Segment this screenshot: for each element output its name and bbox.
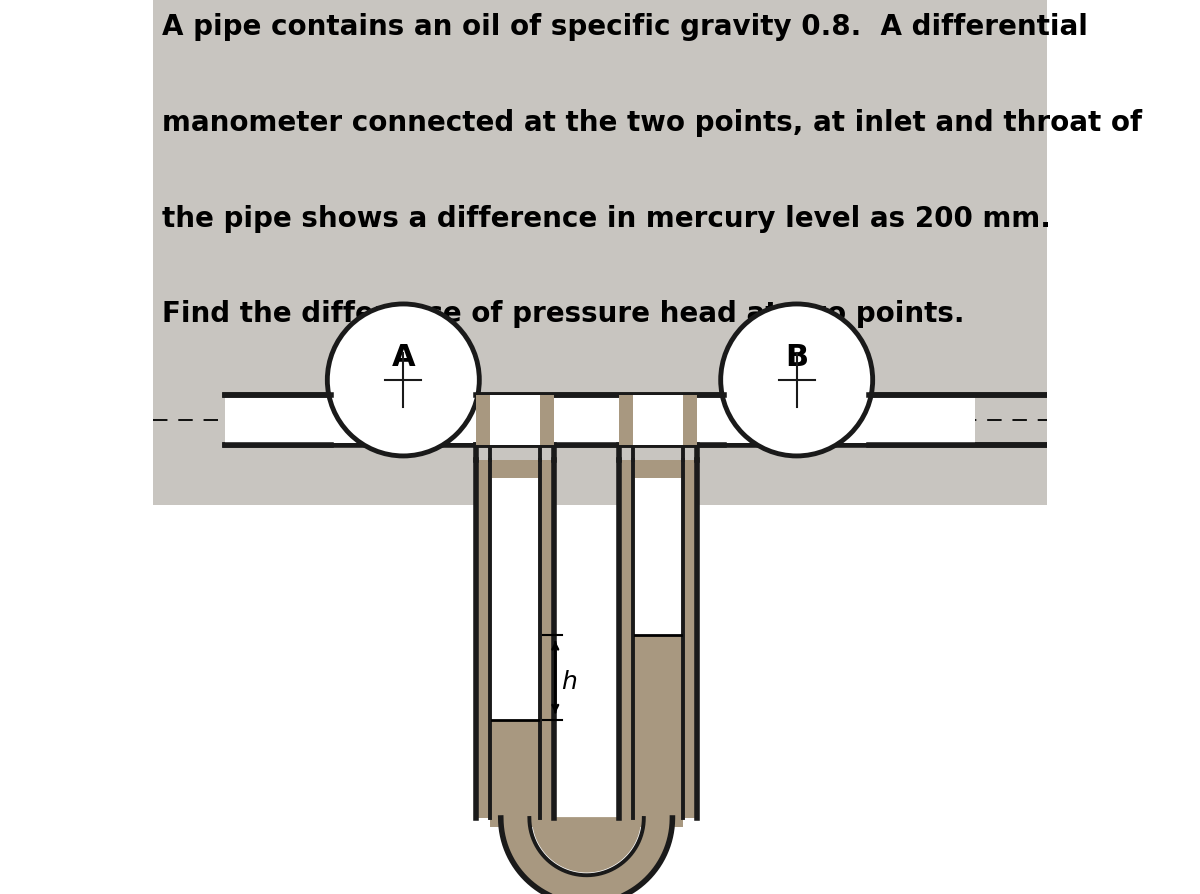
Text: manometer connected at the two points, at inlet and throat of: manometer connected at the two points, a… xyxy=(162,109,1142,137)
Bar xyxy=(619,395,634,445)
Bar xyxy=(475,460,554,818)
Bar xyxy=(490,720,540,827)
Polygon shape xyxy=(529,818,644,875)
Text: A pipe contains an oil of specific gravity 0.8.  A differential: A pipe contains an oil of specific gravi… xyxy=(162,13,1088,41)
Text: the pipe shows a difference in mercury level as 200 mm.: the pipe shows a difference in mercury l… xyxy=(162,205,1051,232)
Text: A: A xyxy=(391,343,415,372)
Bar xyxy=(634,395,683,445)
Text: B: B xyxy=(785,343,809,372)
Bar xyxy=(224,398,976,443)
Bar xyxy=(490,478,540,818)
Polygon shape xyxy=(500,818,672,894)
Bar xyxy=(683,395,697,445)
Bar xyxy=(634,478,683,818)
Bar xyxy=(154,505,1046,894)
Text: h: h xyxy=(560,670,577,694)
Bar xyxy=(619,460,697,818)
Bar xyxy=(475,395,490,445)
Bar xyxy=(490,395,540,445)
Bar xyxy=(154,0,1046,505)
Bar xyxy=(540,395,554,445)
Circle shape xyxy=(721,304,872,456)
Polygon shape xyxy=(532,817,641,873)
Polygon shape xyxy=(475,818,697,894)
Bar xyxy=(634,635,683,827)
Circle shape xyxy=(328,304,479,456)
Text: Find the difference of pressure head at two points.: Find the difference of pressure head at … xyxy=(162,300,965,328)
Bar xyxy=(224,395,976,445)
